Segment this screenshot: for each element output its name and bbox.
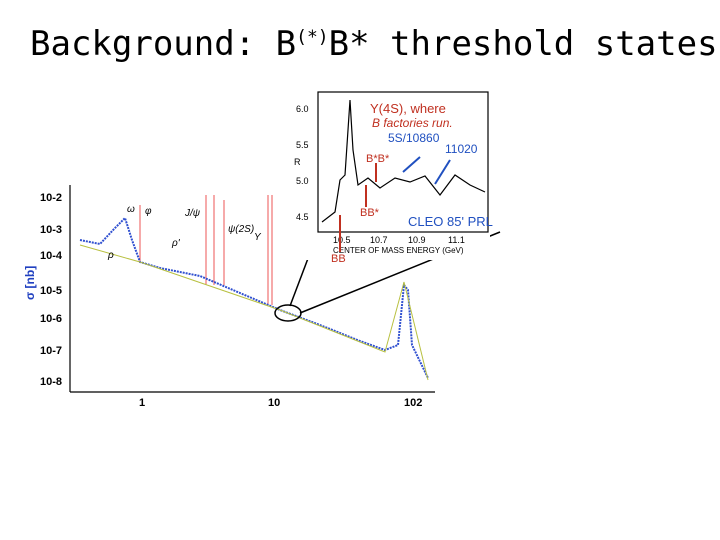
threshold-lines	[339, 163, 377, 252]
x-tick-label: 1	[139, 397, 145, 409]
annotation: 5S/10860	[388, 131, 440, 145]
label: J/ψ	[184, 208, 201, 219]
y-tick-label: 10-5	[40, 285, 62, 297]
threshold-labels: B*B* BB* BB	[331, 153, 390, 265]
x-tick-label: 11.1	[448, 235, 465, 245]
fit-curve	[79, 244, 429, 381]
arrow	[434, 159, 451, 185]
title-text: B* threshold states	[328, 24, 718, 64]
inset-data	[321, 99, 486, 223]
title-text: Background: B	[30, 24, 297, 64]
inset-y-ticks: 6.0 5.5 5.0 4.5	[296, 104, 309, 222]
x-ticks: 1 10 102	[139, 397, 422, 409]
y-tick-label: 5.5	[296, 140, 309, 150]
y-tick-label: 4.5	[296, 212, 309, 222]
label: φ	[145, 206, 152, 217]
label: ρ	[107, 250, 114, 261]
label: B*B*	[366, 153, 390, 165]
y-tick-label: 10-8	[40, 376, 62, 388]
y-ticks: 10-2 10-3 10-4 10-5 10-6 10-7 10-8	[40, 192, 63, 388]
inset-x-ticks: 10.5 10.7 10.9 11.1	[333, 235, 465, 245]
annotation: Υ(4S), where	[370, 101, 446, 116]
y-tick-label: 5.0	[296, 176, 309, 186]
label: ψ(2S)	[228, 224, 254, 235]
y-tick-label: 10-3	[40, 224, 62, 236]
label: BB*	[360, 207, 380, 219]
y-axis-label: σ [nb]	[23, 266, 37, 300]
x-tick-label: 10.7	[370, 235, 388, 245]
x-tick-label: 10.9	[408, 235, 426, 245]
label: Υ	[254, 232, 262, 243]
inset-frame	[317, 91, 489, 233]
arrow	[402, 156, 421, 173]
y-tick-label: 10-6	[40, 313, 62, 325]
title-superscript: (*)	[296, 26, 329, 48]
label: BB	[331, 253, 346, 265]
y-tick-label: 10-2	[40, 192, 62, 204]
annotation: CLEO 85' PRL	[408, 214, 493, 229]
annotation: 11020	[445, 142, 478, 156]
y-tick-label: 6.0	[296, 104, 309, 114]
y-axis-label: R	[294, 157, 301, 167]
resonance-lines	[139, 195, 273, 305]
y-tick-label: 10-7	[40, 345, 62, 357]
label: ω	[127, 204, 135, 215]
x-tick-label: 102	[404, 397, 422, 409]
x-tick-label: 10	[268, 397, 280, 409]
inset-background	[288, 88, 490, 260]
x-axis-label: CENTER OF MASS ENERGY (GeV)	[333, 246, 464, 255]
y-tick-label: 10-4	[40, 250, 63, 262]
slide-title: Background: B(*)B* threshold states	[30, 24, 718, 64]
label: ρ'	[171, 238, 181, 249]
x-tick-label: 10.5	[333, 235, 351, 245]
annotation: B factories run.	[372, 116, 453, 130]
